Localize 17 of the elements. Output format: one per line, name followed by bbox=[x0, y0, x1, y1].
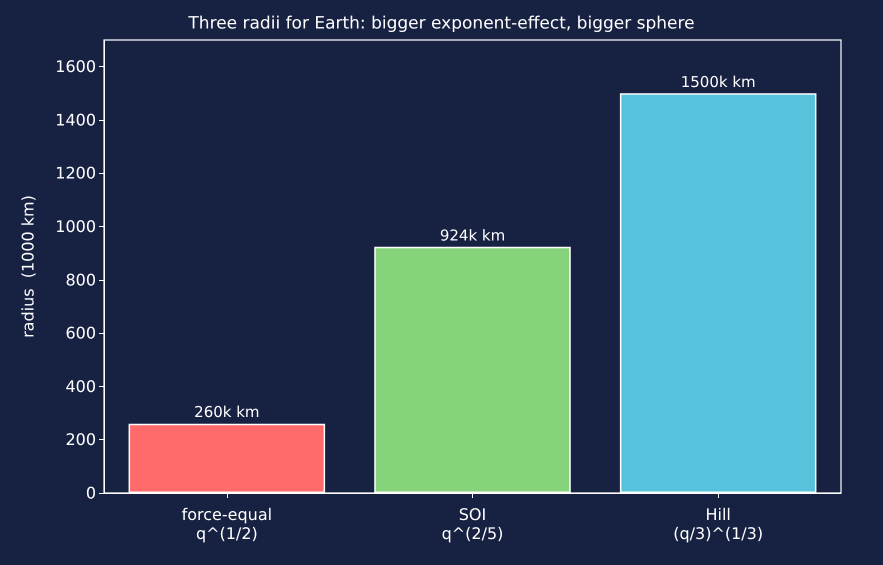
y-tick-label: 1600 bbox=[55, 57, 96, 76]
chart-title: Three radii for Earth: bigger exponent-effect, bigger sphere bbox=[187, 14, 695, 34]
y-tick-label: 1000 bbox=[55, 217, 96, 236]
y-axis-title: radius (1000 km) bbox=[18, 195, 38, 338]
y-tick-label: 400 bbox=[65, 376, 96, 396]
data-label: 260k km bbox=[194, 403, 260, 422]
x-tick-label: SOI q^(2/5) bbox=[442, 505, 504, 543]
data-label: 1500k km bbox=[680, 72, 756, 91]
y-tick-label: 1400 bbox=[55, 110, 96, 130]
x-tick-label: Hill (q/3)^(1/3) bbox=[673, 505, 764, 543]
data-label: 924k km bbox=[440, 226, 506, 244]
y-tick-label: 200 bbox=[65, 430, 96, 450]
y-tick-label: 600 bbox=[65, 324, 96, 343]
y-tick-label: 800 bbox=[65, 270, 96, 290]
x-tick-label: force-equal q^(1/2) bbox=[182, 505, 272, 543]
y-tick-label: 1200 bbox=[55, 164, 96, 183]
y-tick-label: 0 bbox=[86, 484, 96, 502]
